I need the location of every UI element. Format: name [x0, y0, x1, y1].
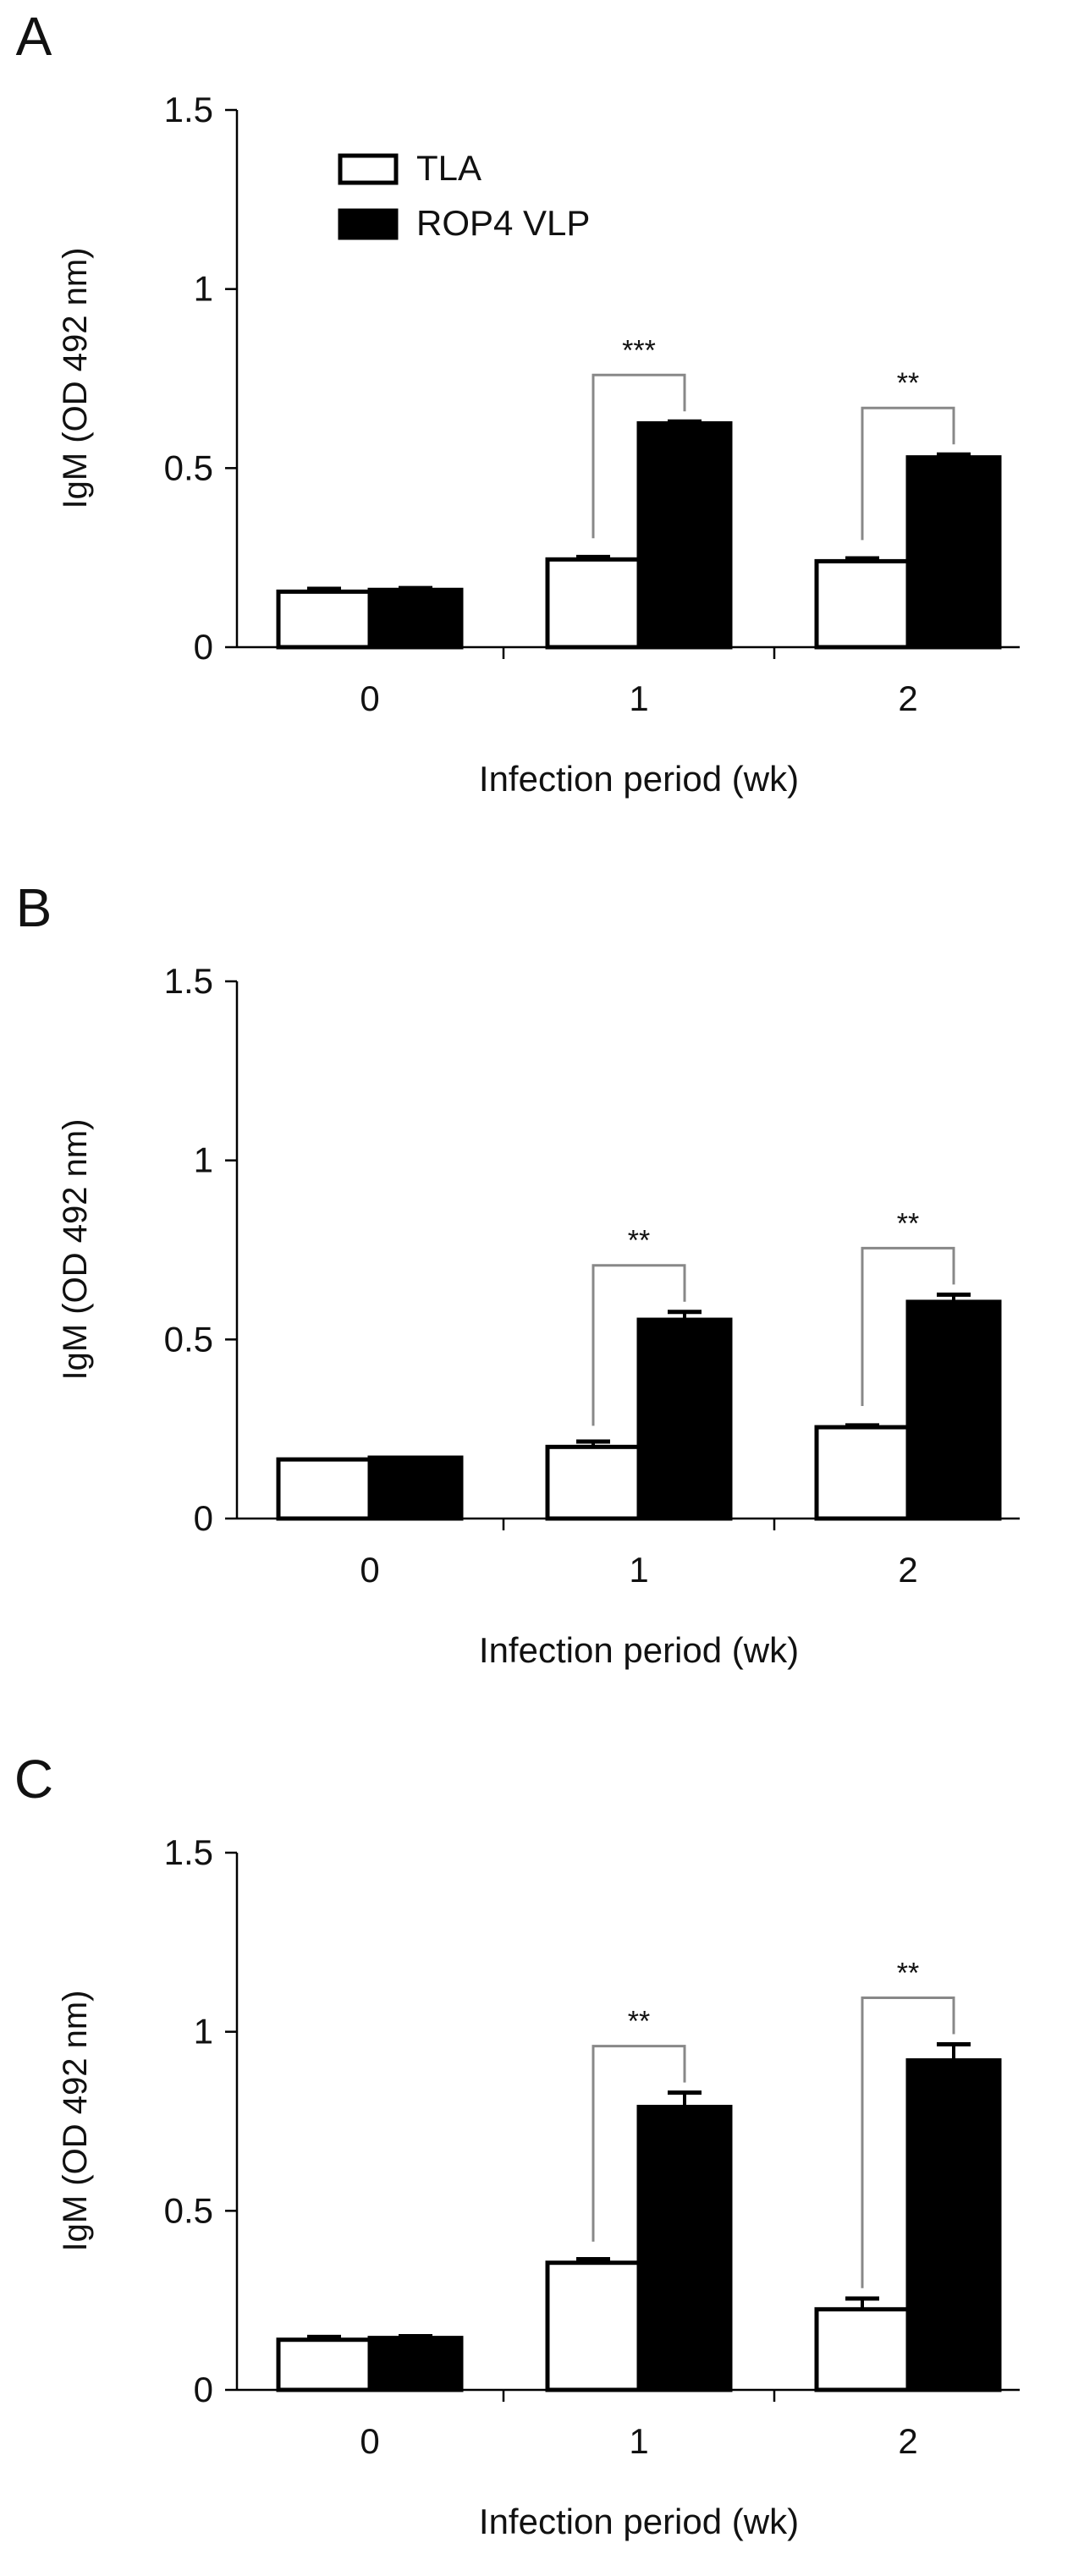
bar-tla-week-0	[276, 2337, 372, 2392]
x-tick-label: 2	[898, 1550, 917, 1590]
bar-tla-week-1	[545, 2260, 641, 2392]
x-tick-label: 0	[360, 2421, 379, 2461]
y-axis-title: IgM (OD 492 nm)	[57, 1119, 94, 1381]
panel-label: A	[16, 6, 52, 67]
significance-bracket	[592, 373, 686, 539]
bar-tla-week-0	[276, 1457, 372, 1521]
significance-bracket	[861, 1246, 955, 1407]
significance-label: **	[897, 367, 919, 399]
bar-rop4-vlp-week-1	[636, 420, 733, 650]
significance-label: **	[628, 1225, 650, 1257]
x-tick-label: 1	[629, 2421, 648, 2461]
x-tick-label: 0	[360, 678, 379, 718]
significance-bracket	[861, 1996, 955, 2288]
bar-rop4-vlp-week-0	[367, 1455, 464, 1521]
significance-label: **	[628, 2006, 650, 2038]
bar-rop4-vlp-week-0	[367, 587, 464, 650]
x-axis-title: Infection period (wk)	[479, 1630, 799, 1670]
bar-rop4-vlp-week-2	[905, 455, 1002, 650]
bar-tla-week-0	[276, 589, 372, 650]
y-tick-label: 0	[194, 1498, 213, 1538]
y-tick-label: 1	[194, 1140, 213, 1180]
y-tick-label: 0.5	[164, 448, 213, 487]
y-tick-label: 0.5	[164, 1319, 213, 1359]
x-axis-title: Infection period (wk)	[479, 759, 799, 799]
panel-b: B 0 0.5 1 1.5 IgM (OD 492 nm) 0 1 2 Infection per…	[16, 877, 1020, 1670]
bar-rop4-vlp-week-0	[367, 2336, 464, 2392]
bar-tla-week-2	[814, 2307, 911, 2392]
legend-label-tla: TLA	[416, 148, 481, 188]
y-tick-label: 0	[194, 2370, 213, 2409]
x-tick-label: 0	[360, 1550, 379, 1590]
x-tick-label: 2	[898, 2421, 917, 2461]
bar-rop4-vlp-week-1	[636, 2105, 733, 2392]
significance-bracket	[861, 406, 955, 541]
bar-tla-week-1	[545, 557, 641, 650]
y-axis-title: IgM (OD 492 nm)	[57, 1991, 94, 2252]
bar-tla-week-1	[545, 1444, 641, 1521]
legend-label-rop4-vlp: ROP4 VLP	[416, 203, 590, 243]
y-axis-title: IgM (OD 492 nm)	[57, 248, 94, 509]
y-tick-label: 0.5	[164, 2190, 213, 2230]
x-tick-label: 1	[629, 678, 648, 718]
bar-tla-week-2	[814, 558, 911, 650]
bar-rop4-vlp-week-1	[636, 1317, 733, 1521]
y-tick-label: 1	[194, 2012, 213, 2051]
panel-a: A 0 0.5 1 1.5 IgM (OD 492 nm) 0 1 2 Infection per…	[16, 6, 1020, 799]
legend-swatch-rop4-vlp	[338, 208, 399, 240]
significance-label: ***	[622, 334, 656, 366]
x-tick-label: 2	[898, 678, 917, 718]
x-tick-label: 1	[629, 1550, 648, 1590]
legend-swatch-tla	[338, 153, 399, 185]
panel-label: C	[14, 1749, 53, 1810]
panel-label: B	[16, 877, 52, 938]
y-tick-label: 0	[194, 627, 213, 667]
bar-rop4-vlp-week-2	[905, 2058, 1002, 2392]
panel-c: C 0 0.5 1 1.5 IgM (OD 492 nm) 0 1 2 Infection per…	[14, 1749, 1020, 2541]
bar-rop4-vlp-week-2	[905, 1299, 1002, 1521]
significance-bracket	[592, 1264, 686, 1426]
x-axis-title: Infection period (wk)	[479, 2502, 799, 2541]
significance-label: **	[897, 1957, 919, 1989]
y-tick-label: 1.5	[164, 1832, 213, 1872]
significance-label: **	[897, 1207, 919, 1239]
bar-tla-week-2	[814, 1425, 911, 1521]
y-tick-label: 1.5	[164, 90, 213, 129]
significance-bracket	[592, 2045, 686, 2242]
y-tick-label: 1	[194, 269, 213, 309]
y-tick-label: 1.5	[164, 961, 213, 1001]
